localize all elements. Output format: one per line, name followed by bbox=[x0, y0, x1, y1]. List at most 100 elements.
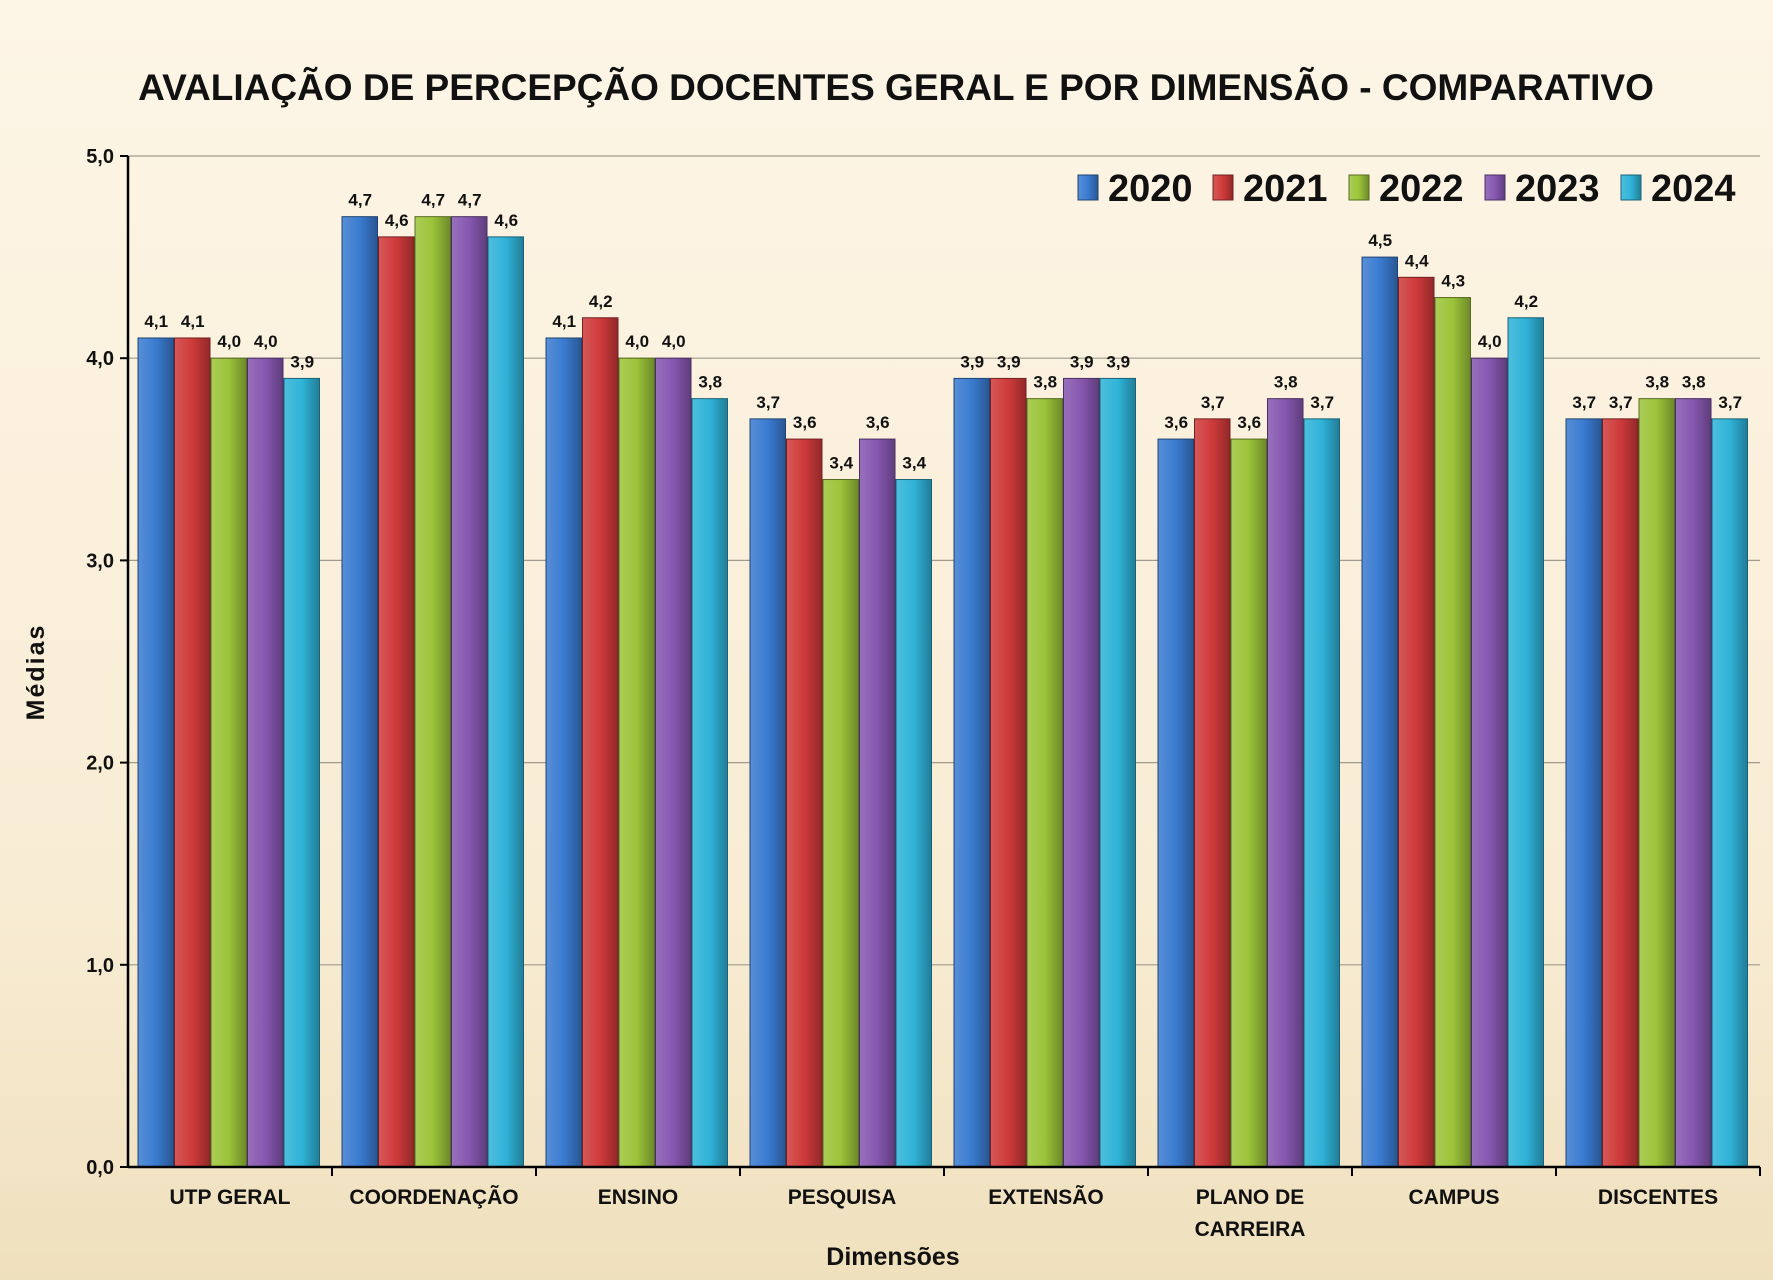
y-tick-label: 5,0 bbox=[86, 146, 114, 168]
data-label: 3,7 bbox=[1609, 393, 1633, 412]
legend-label: 2024 bbox=[1651, 168, 1736, 210]
data-label: 3,7 bbox=[1201, 393, 1225, 412]
data-label: 3,9 bbox=[1106, 352, 1130, 371]
data-label: 3,6 bbox=[866, 413, 890, 432]
x-tick-label: CAMPUS bbox=[1408, 1186, 1499, 1209]
data-label: 3,9 bbox=[997, 352, 1021, 371]
bar-2021 bbox=[1398, 276, 1435, 1168]
data-label: 3,9 bbox=[1070, 352, 1094, 371]
y-tick-label: 2,0 bbox=[86, 753, 114, 775]
data-label: 4,2 bbox=[1514, 292, 1538, 311]
legend-label: 2020 bbox=[1108, 168, 1193, 210]
legend-swatch-2023 bbox=[1484, 174, 1506, 201]
bar-2020 bbox=[953, 377, 990, 1168]
bar-2023 bbox=[247, 357, 284, 1168]
data-label: 3,7 bbox=[756, 393, 780, 412]
legend: 2020 2021 2022 2023 2024 bbox=[1077, 168, 1736, 210]
data-label: 4,1 bbox=[181, 312, 205, 331]
bar-2023 bbox=[1063, 377, 1100, 1168]
data-label: 3,6 bbox=[793, 413, 817, 432]
y-tick-label: 0,0 bbox=[86, 1157, 114, 1179]
x-tick-label: COORDENAÇÃO bbox=[349, 1186, 518, 1209]
data-label: 4,3 bbox=[1441, 272, 1465, 291]
bar-2022 bbox=[210, 357, 247, 1168]
bar-2024 bbox=[1711, 418, 1748, 1168]
bar-2024 bbox=[1303, 418, 1340, 1168]
bar-2022 bbox=[1026, 398, 1063, 1168]
data-label: 3,8 bbox=[1033, 373, 1057, 392]
bar-2024 bbox=[283, 377, 320, 1168]
data-label: 4,7 bbox=[421, 191, 445, 210]
bar-2022 bbox=[1434, 297, 1471, 1168]
data-label: 4,0 bbox=[217, 332, 241, 351]
data-label: 3,8 bbox=[1682, 373, 1706, 392]
bar-2022 bbox=[618, 357, 655, 1168]
data-label: 4,6 bbox=[385, 211, 409, 230]
bar-2021 bbox=[1194, 418, 1231, 1168]
data-label: 4,0 bbox=[254, 332, 278, 351]
bar-2021 bbox=[582, 317, 619, 1168]
bar-2020 bbox=[1361, 256, 1398, 1168]
data-label: 4,5 bbox=[1368, 231, 1392, 250]
bar-2021 bbox=[990, 377, 1027, 1168]
bar-2023 bbox=[1675, 398, 1712, 1168]
legend-label: 2023 bbox=[1515, 168, 1600, 210]
data-label: 3,9 bbox=[960, 352, 984, 371]
bar-2022 bbox=[1638, 398, 1675, 1168]
bar-2024 bbox=[1507, 317, 1544, 1168]
data-label: 4,2 bbox=[589, 292, 613, 311]
bar-2023 bbox=[655, 357, 692, 1168]
data-label: 3,9 bbox=[290, 352, 314, 371]
data-label: 4,1 bbox=[552, 312, 576, 331]
chart-title: AVALIAÇÃO DE PERCEPÇÃO DOCENTES GERAL E … bbox=[138, 66, 1654, 108]
y-tick-label: 3,0 bbox=[86, 550, 114, 572]
bar-2023 bbox=[859, 438, 896, 1168]
legend-swatch-2024 bbox=[1620, 174, 1642, 201]
bar-2020 bbox=[1565, 418, 1602, 1168]
data-label: 4,4 bbox=[1405, 251, 1429, 270]
bar-2020 bbox=[1157, 438, 1194, 1168]
y-tick-label: 1,0 bbox=[86, 955, 114, 977]
data-label: 3,7 bbox=[1572, 393, 1596, 412]
data-label: 3,6 bbox=[1237, 413, 1261, 432]
data-label: 3,7 bbox=[1718, 393, 1742, 412]
x-tick-label: PESQUISA bbox=[788, 1186, 897, 1209]
legend-swatch-2021 bbox=[1212, 174, 1234, 201]
bar-2023 bbox=[1471, 357, 1508, 1168]
bar-2024 bbox=[691, 398, 728, 1168]
bar-2021 bbox=[174, 337, 211, 1168]
x-axis-label: Dimensões bbox=[826, 1243, 959, 1271]
bar-2022 bbox=[1230, 438, 1267, 1168]
y-tick-label: 4,0 bbox=[86, 348, 114, 370]
bar-2022 bbox=[414, 216, 451, 1168]
legend-label: 2022 bbox=[1379, 168, 1464, 210]
data-label: 3,8 bbox=[1645, 373, 1669, 392]
legend-swatch-2020 bbox=[1077, 174, 1099, 201]
bar-2024 bbox=[487, 236, 524, 1168]
bar-2023 bbox=[1267, 398, 1304, 1168]
bar-2020 bbox=[545, 337, 582, 1168]
data-label: 4,1 bbox=[144, 312, 168, 331]
data-label: 3,4 bbox=[829, 454, 853, 473]
bar-2020 bbox=[137, 337, 174, 1168]
data-label: 4,7 bbox=[458, 191, 482, 210]
legend-swatch-2022 bbox=[1348, 174, 1370, 201]
data-label: 3,6 bbox=[1164, 413, 1188, 432]
x-tick-label: PLANO DE CARREIRA bbox=[1195, 1186, 1306, 1241]
bar-2022 bbox=[822, 479, 859, 1168]
x-tick-label: EXTENSÃO bbox=[988, 1186, 1104, 1209]
bar-2021 bbox=[1602, 418, 1639, 1168]
x-tick-label: DISCENTES bbox=[1598, 1186, 1718, 1209]
data-label: 4,7 bbox=[348, 191, 372, 210]
legend-label: 2021 bbox=[1243, 168, 1328, 210]
data-label: 4,0 bbox=[1478, 332, 1502, 351]
y-axis-label: Médias bbox=[22, 624, 50, 721]
data-label: 3,7 bbox=[1310, 393, 1334, 412]
bar-2020 bbox=[749, 418, 786, 1168]
bar-2020 bbox=[341, 216, 378, 1168]
data-label: 3,4 bbox=[902, 454, 926, 473]
bar-2024 bbox=[1099, 377, 1136, 1168]
x-tick-label: UTP GERAL bbox=[170, 1186, 291, 1209]
data-label: 4,0 bbox=[625, 332, 649, 351]
